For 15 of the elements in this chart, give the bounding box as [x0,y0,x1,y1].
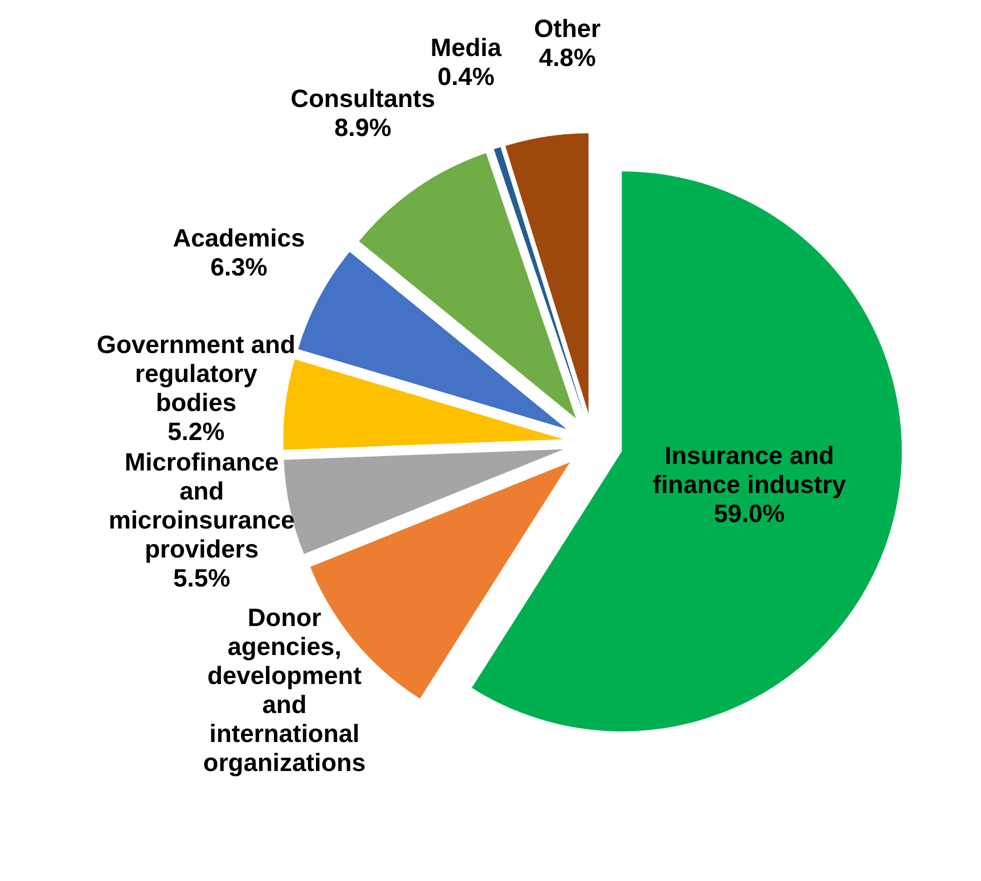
data-label: 8.9% [334,114,392,142]
slice-label: Donor agencies, development and international organizations [203,604,366,778]
data-label: 5.5% [173,564,230,593]
slice-label: Insurance and finance industry [652,442,846,499]
slice-label: Other [534,15,601,44]
data-label: 5.2% [168,418,225,446]
slice-label: Microfinance and microinsurance providers [108,448,295,564]
slice-label: Media [430,34,502,62]
slice-label: Academics [172,224,305,253]
data-label: 0.4% [437,62,494,91]
slice-label: Consultants [290,84,436,113]
data-label: 4.8% [538,44,596,72]
data-label: 59.0% [714,500,785,528]
data-label: 6.3% [210,254,268,282]
slice-label: Government and regulatory bodies [96,330,296,417]
